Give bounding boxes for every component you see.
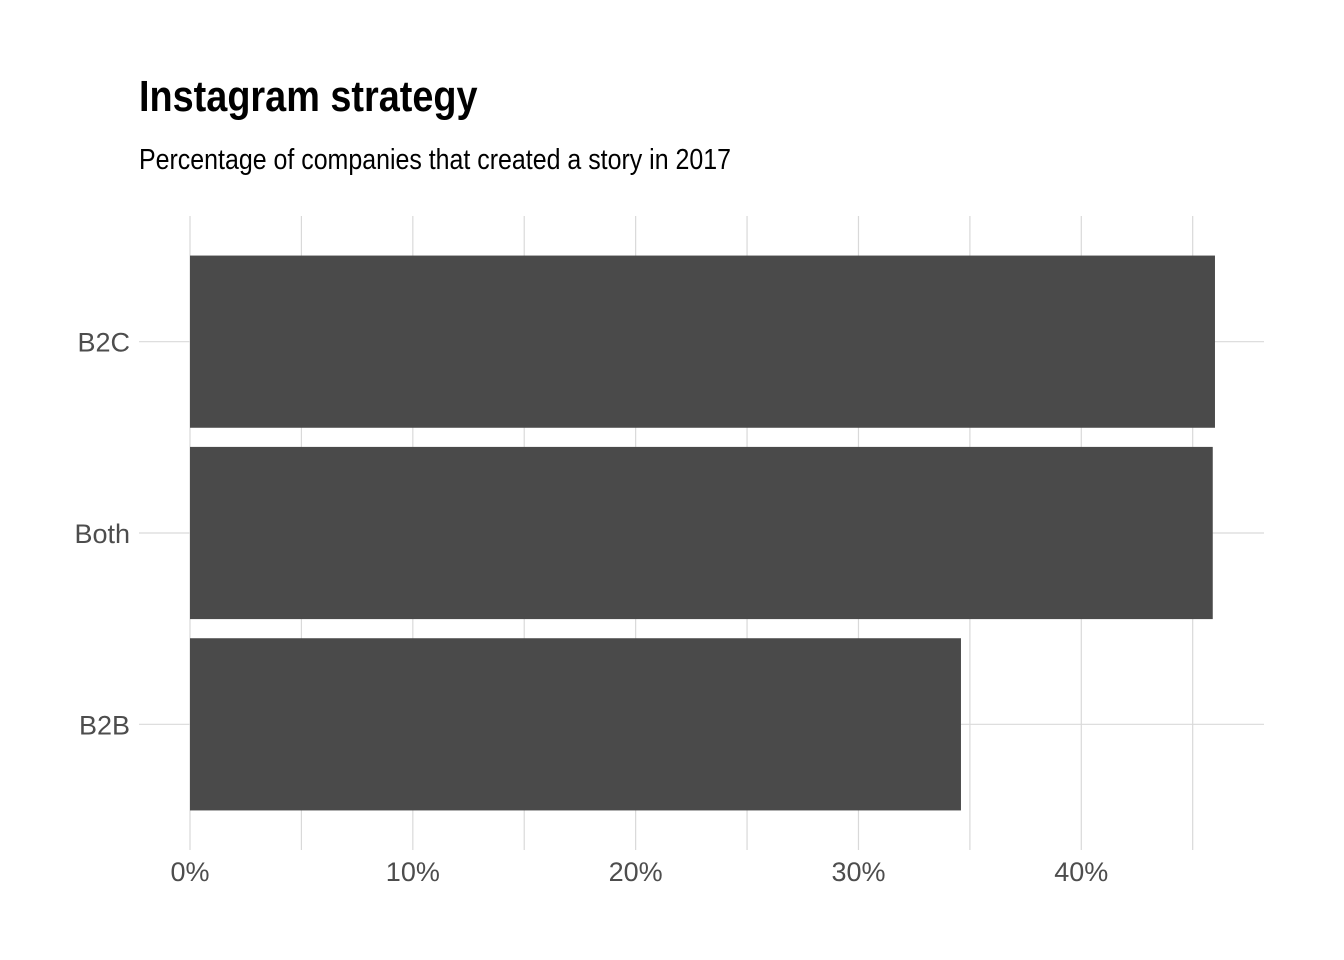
y-tick-label: B2C xyxy=(77,328,130,358)
bar-both xyxy=(190,446,1213,620)
x-tick-label: 30% xyxy=(831,857,885,887)
x-tick-label: 20% xyxy=(609,857,663,887)
bar-b2c xyxy=(190,255,1215,428)
y-tick-label: B2B xyxy=(79,710,130,740)
x-tick-label: 40% xyxy=(1054,857,1108,887)
x-tick-label: 0% xyxy=(170,857,209,887)
bar-b2b xyxy=(190,638,961,811)
y-tick-label: Both xyxy=(74,519,130,549)
x-tick-label: 10% xyxy=(386,857,440,887)
chart-subtitle: Percentage of companies that created a s… xyxy=(139,144,732,176)
bars xyxy=(190,255,1215,811)
x-axis-labels: 0% 10% 20% 30% 40% xyxy=(170,857,1108,887)
y-axis-labels: B2C Both B2B xyxy=(74,328,130,741)
chart-title: Instagram strategy xyxy=(139,72,478,121)
